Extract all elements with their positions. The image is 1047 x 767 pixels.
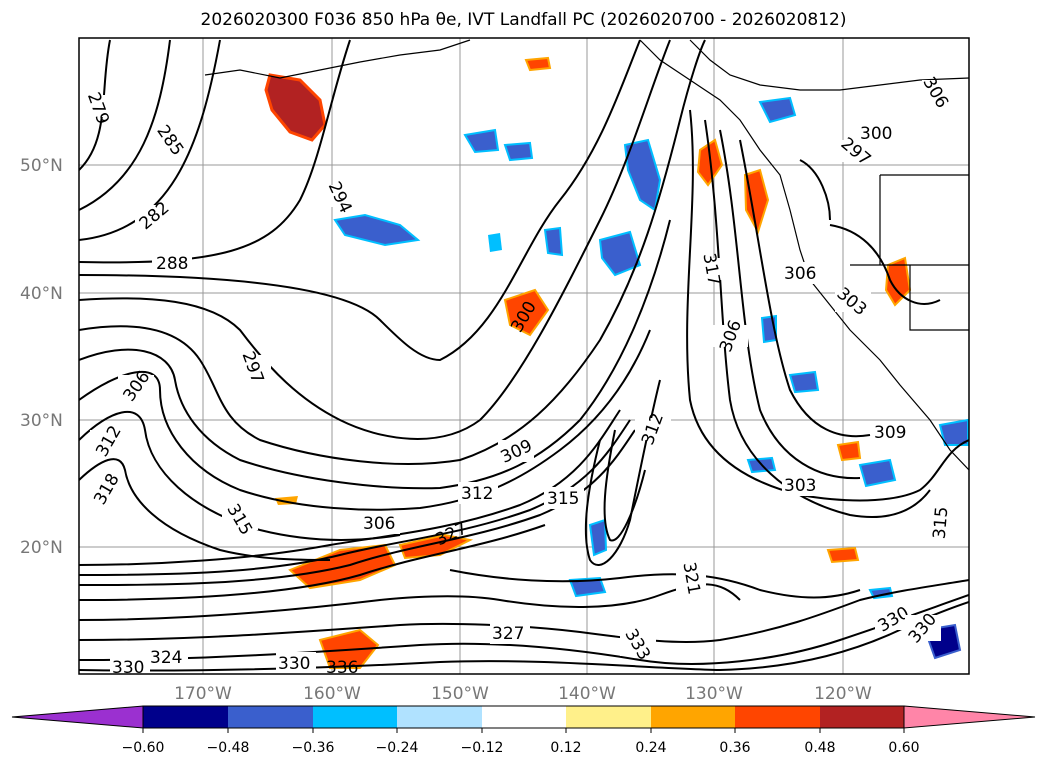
contour-label: 330 — [112, 658, 144, 678]
theta-e-contours — [79, 39, 969, 672]
lat-label-40n: 40°N — [20, 284, 63, 304]
colorbar-tick-label: 0.48 — [804, 740, 835, 756]
map-frame — [78, 37, 970, 675]
contour-label: 330 — [278, 654, 310, 674]
colorbar-tick-label: 0.24 — [635, 740, 666, 756]
colorbar-swatch — [143, 706, 228, 728]
colorbar-tick-label: −0.60 — [122, 740, 165, 756]
lat-label-20n: 20°N — [20, 538, 63, 558]
lon-label-130w: 130°W — [685, 684, 743, 704]
colorbar-extend-max — [903, 705, 1036, 729]
colorbar-tick-label: −0.12 — [461, 740, 504, 756]
contour-label: 327 — [492, 624, 524, 644]
lon-label-120w: 120°W — [814, 684, 872, 704]
contour-label: 324 — [150, 648, 182, 668]
colorbar-swatch — [228, 706, 313, 728]
figure-title: 2026020300 F036 850 hPa θe, IVT Landfall… — [200, 10, 847, 30]
contour-label: 306 — [784, 264, 816, 284]
contour-label: 312 — [461, 484, 493, 504]
colorbar-tick-label: −0.48 — [207, 740, 250, 756]
contour-label: 309 — [874, 423, 906, 443]
colorbar: −0.60 −0.48 −0.36 −0.24 −0.12 0.12 0.24 … — [11, 705, 1036, 756]
contour-label: 288 — [156, 254, 188, 274]
contour-label: 300 — [860, 124, 892, 144]
contour-label: 306 — [363, 514, 395, 534]
colorbar-swatch — [397, 706, 482, 728]
colorbar-swatch — [735, 706, 820, 728]
latitude-labels: 50°N 40°N 30°N 20°N — [20, 156, 63, 558]
colorbar-tick-label: 0.36 — [719, 740, 750, 756]
longitude-labels: 170°W 160°W 150°W 140°W 130°W 120°W — [174, 684, 872, 704]
colorbar-extend-min — [11, 705, 144, 729]
colorbar-tick-label: 0.60 — [888, 740, 919, 756]
colorbar-tick-label: 0.12 — [550, 740, 581, 756]
lat-label-30n: 30°N — [20, 411, 63, 431]
contour-label: 336 — [326, 658, 358, 678]
map-background — [79, 38, 969, 674]
coastlines — [204, 39, 969, 471]
lat-label-50n: 50°N — [20, 156, 63, 176]
lon-label-160w: 160°W — [303, 684, 361, 704]
contour-label: 315 — [547, 489, 579, 509]
colorbar-swatch — [482, 706, 566, 728]
contour-label: 303 — [784, 476, 816, 496]
lon-label-150w: 150°W — [431, 684, 489, 704]
contour-labels: 279 285 282 288 294 297 300 306 312 318 — [80, 74, 955, 678]
colorbar-swatch — [820, 706, 904, 728]
contour-label: 315 — [930, 506, 953, 540]
lon-label-170w: 170°W — [174, 684, 232, 704]
colorbar-tick-label: −0.36 — [292, 740, 335, 756]
colorbar-tick-label: −0.24 — [376, 740, 419, 756]
colorbar-swatch — [313, 706, 397, 728]
lon-label-140w: 140°W — [558, 684, 616, 704]
colorbar-swatch — [651, 706, 735, 728]
colorbar-swatch — [566, 706, 651, 728]
